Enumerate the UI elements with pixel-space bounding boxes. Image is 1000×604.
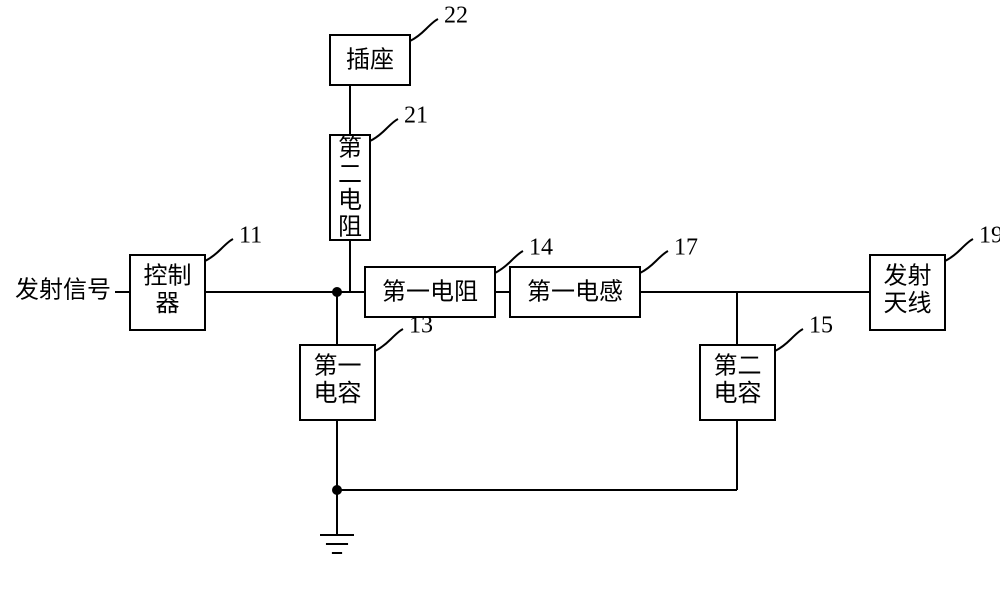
junction-node xyxy=(332,485,342,495)
block-id-tx_antenna: 19 xyxy=(979,223,1000,249)
svg-text:电: 电 xyxy=(338,187,362,214)
svg-text:控制: 控制 xyxy=(144,263,192,290)
block-id-r1: 14 xyxy=(529,235,553,261)
wires xyxy=(115,85,870,553)
block-id-socket: 22 xyxy=(444,3,468,29)
block-r2: 第二电阻 21 xyxy=(330,103,428,241)
svg-text:第一电感: 第一电感 xyxy=(527,279,623,306)
block-id-l1: 17 xyxy=(674,235,698,261)
svg-text:器: 器 xyxy=(156,291,180,317)
svg-text:插座: 插座 xyxy=(346,47,394,74)
block-id-c1: 13 xyxy=(409,313,433,339)
block-tx_antenna: 发射天线 19 xyxy=(870,223,1000,331)
junction-node xyxy=(332,287,342,297)
block-controller: 控制器 11 xyxy=(130,223,262,331)
block-c1: 第一电容 13 xyxy=(300,313,433,421)
svg-text:天线: 天线 xyxy=(884,290,932,317)
svg-text:电容: 电容 xyxy=(314,380,362,407)
svg-text:发射: 发射 xyxy=(884,263,932,290)
svg-text:第二: 第二 xyxy=(714,353,762,380)
block-id-r2: 21 xyxy=(404,103,428,129)
svg-text:第: 第 xyxy=(338,135,362,162)
block-id-c2: 15 xyxy=(809,313,833,339)
svg-text:电容: 电容 xyxy=(714,380,762,407)
block-c2: 第二电容 15 xyxy=(700,313,833,421)
svg-text:阻: 阻 xyxy=(338,214,362,240)
svg-text:第一: 第一 xyxy=(314,353,362,380)
input-label: 发射信号 xyxy=(15,277,111,304)
block-socket: 插座 22 xyxy=(330,3,468,86)
svg-text:第一电阻: 第一电阻 xyxy=(382,279,478,306)
svg-text:二: 二 xyxy=(338,162,362,188)
block-id-controller: 11 xyxy=(239,223,262,249)
input-signal-label: 发射信号 xyxy=(15,277,111,304)
